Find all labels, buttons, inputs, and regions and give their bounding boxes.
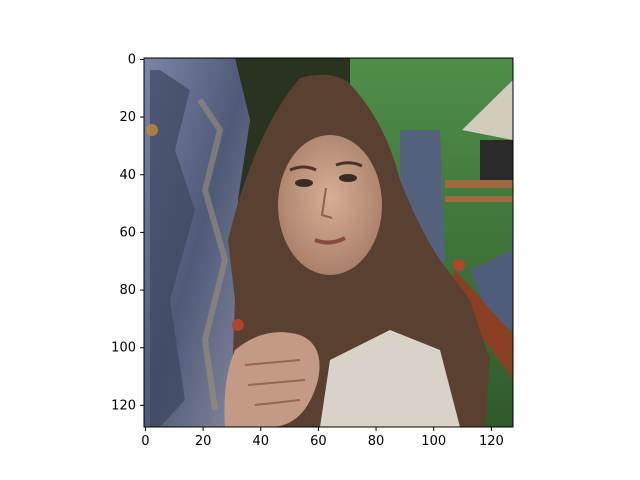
photo-image	[144, 58, 513, 427]
y-tick-label: 20	[119, 110, 136, 125]
y-tick-label: 0	[128, 52, 136, 67]
y-tick-label: 120	[111, 398, 136, 413]
y-tick-label: 100	[111, 341, 136, 356]
x-tick-label: 100	[421, 434, 446, 449]
x-axis-ticks: 0 20 40 60 80 100 120	[141, 427, 504, 449]
y-axis-ticks: 0 20 40 60 80 100 120	[111, 52, 144, 413]
y-tick-label: 80	[119, 283, 136, 298]
x-tick-label: 20	[195, 434, 212, 449]
axes-frame	[143, 57, 514, 428]
y-tick-label: 60	[119, 225, 136, 240]
x-tick-label: 40	[252, 434, 269, 449]
x-tick-label: 0	[141, 434, 149, 449]
y-tick-label: 40	[119, 168, 136, 183]
x-tick-label: 120	[479, 434, 504, 449]
x-tick-label: 80	[368, 434, 385, 449]
x-tick-label: 60	[310, 434, 327, 449]
